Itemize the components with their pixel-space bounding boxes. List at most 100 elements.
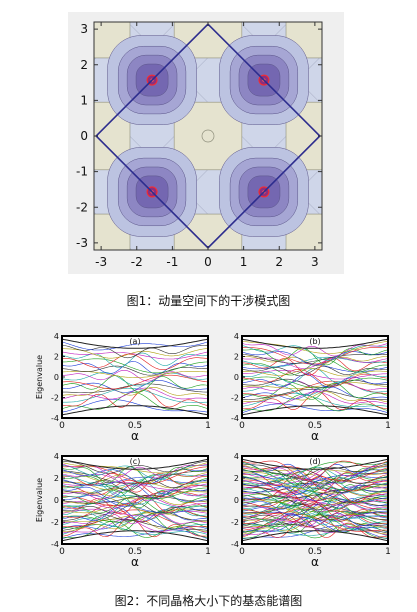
y-tick-label: 0 xyxy=(54,373,59,382)
eigenvalue-curve xyxy=(62,489,208,509)
eigenvalue-curve xyxy=(62,341,208,351)
eigenvalue-curve xyxy=(242,520,388,535)
x-tick-label: 1 xyxy=(385,547,391,557)
eigenvalue-curve xyxy=(242,510,388,528)
y-tick-label: 0 xyxy=(54,496,59,505)
eigenvalue-curve xyxy=(242,383,388,400)
eigenvalue-curve xyxy=(242,343,388,357)
eigenvalue-curve xyxy=(242,470,388,484)
eigenvalue-curve xyxy=(62,510,208,528)
eigenvalue-curve xyxy=(62,460,208,474)
eigenvalue-curve xyxy=(62,353,208,370)
panel-label: (a) xyxy=(129,337,140,346)
eigenvalue-curve xyxy=(62,370,208,382)
x-tick-label: 1 xyxy=(240,255,248,269)
eigenvalue-curve xyxy=(242,403,388,414)
x-tick-label: 0 xyxy=(59,547,65,557)
y-axis-label: Eigenvalue xyxy=(35,355,44,399)
x-tick-label: 0 xyxy=(204,255,212,269)
eigenvalue-curve xyxy=(242,503,388,514)
x-tick-label: 0.5 xyxy=(308,547,322,557)
contour-light-region xyxy=(173,213,243,250)
eigenvalue-curve xyxy=(62,496,208,509)
eigenvalue-curve xyxy=(242,368,388,387)
eigenvalue-curve xyxy=(62,487,208,499)
y-tick-label: 0 xyxy=(234,373,239,382)
envelope-curve xyxy=(62,405,208,416)
eigenvalue-curve xyxy=(62,375,208,393)
x-tick-label: -2 xyxy=(131,255,143,269)
x-tick-label: 0 xyxy=(239,421,245,431)
eigenvalue-curve xyxy=(62,358,208,374)
contour-light-region xyxy=(94,101,131,171)
eigenvalue-curve xyxy=(242,500,388,512)
eigenvalue-curve xyxy=(242,516,388,533)
contour-light-region xyxy=(173,101,243,171)
x-tick-label: -3 xyxy=(95,255,107,269)
y-tick-label: 4 xyxy=(54,332,59,341)
y-tick-label: 2 xyxy=(80,58,88,72)
y-tick-label: -2 xyxy=(76,200,88,214)
eigenvalue-curve xyxy=(62,383,208,393)
y-tick-label: -2 xyxy=(231,394,239,403)
envelope-curve xyxy=(242,458,388,470)
x-tick-label: -1 xyxy=(166,255,178,269)
eigenvalue-curve xyxy=(242,471,388,491)
y-tick-label: -4 xyxy=(231,540,239,549)
eigenvalue-curve xyxy=(242,347,388,366)
envelope-curve xyxy=(62,458,208,470)
x-axis-label: α xyxy=(311,429,319,443)
eigenvalue-curve xyxy=(242,380,388,392)
eigenvalue-curve xyxy=(242,482,388,499)
x-tick-label: 0 xyxy=(59,421,65,431)
y-tick-label: 0 xyxy=(234,496,239,505)
y-tick-label: 1 xyxy=(80,93,88,107)
eigenvalue-lines xyxy=(242,458,388,542)
eigenvalue-curve xyxy=(242,466,388,480)
eigenvalue-curve xyxy=(62,387,208,396)
eigenvalue-curve xyxy=(242,486,388,502)
x-tick-label: 1 xyxy=(205,547,211,557)
eigenvalue-lines xyxy=(242,338,388,416)
y-tick-label: 3 xyxy=(80,22,88,36)
eigenvalue-curve xyxy=(242,345,388,361)
eigenvalue-curve xyxy=(242,466,388,482)
x-tick-label: 0.5 xyxy=(128,547,142,557)
contour-light-region xyxy=(285,101,322,171)
eigenvalue-curve xyxy=(242,460,388,481)
eigenvalue-curve xyxy=(62,504,208,523)
eigenvalue-curve xyxy=(242,347,388,365)
envelope-curve xyxy=(242,530,388,542)
y-tick-label: -2 xyxy=(231,518,239,527)
x-tick-label: 0.5 xyxy=(128,421,142,431)
contour-band xyxy=(297,55,322,106)
eigenvalue-curve xyxy=(242,499,388,515)
contour-plot-canvas: -3 -2 -1 0 1 2 3 3 2 1 0 -1 -2 -3 xyxy=(76,21,323,269)
y-tick-label: 4 xyxy=(54,452,59,461)
panel-label: (d) xyxy=(309,457,320,466)
eigenvalue-curve xyxy=(242,484,388,494)
eigenvalue-curve xyxy=(242,489,388,500)
x-axis-label: α xyxy=(131,429,139,443)
x-tick-label: 1 xyxy=(385,421,391,431)
eigenvalue-curve xyxy=(242,504,388,517)
eigenvalue-curve xyxy=(62,512,208,524)
y-tick-label: 2 xyxy=(234,353,239,362)
x-tick-label: 0.5 xyxy=(308,421,322,431)
y-tick-label: 2 xyxy=(54,474,59,483)
y-tick-label: 4 xyxy=(234,332,239,341)
y-tick-label: -2 xyxy=(51,518,59,527)
eigenvalue-lines xyxy=(62,338,208,416)
eigenvalue-curve xyxy=(242,391,388,405)
eigenvalue-curve xyxy=(62,491,208,500)
eigenvalue-curve xyxy=(62,472,208,493)
x-tick-label: 1 xyxy=(205,421,211,431)
eigenvalue-curve xyxy=(242,380,388,397)
contour-light-region xyxy=(173,22,243,59)
y-tick-label: -4 xyxy=(231,414,239,423)
figure-1-contour-plot: -3 -2 -1 0 1 2 3 3 2 1 0 -1 -2 -3 xyxy=(68,12,344,274)
y-tick-label: 2 xyxy=(54,353,59,362)
eigenvalue-curve xyxy=(242,370,388,380)
